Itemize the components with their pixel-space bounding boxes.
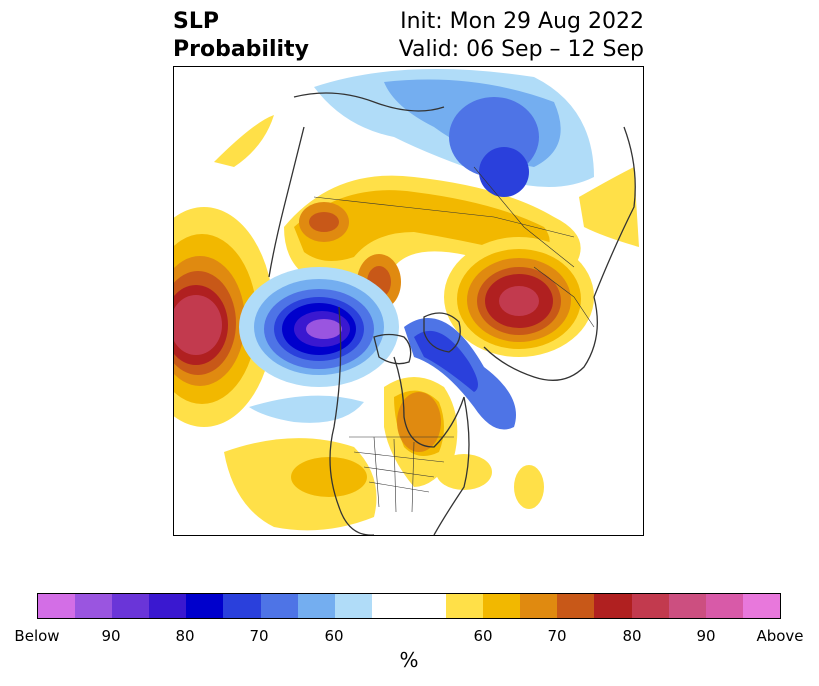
labrador-low-core [414,330,478,392]
colorbar-tick-label: 80 [622,627,642,645]
colorbar-cell [408,594,447,618]
border-asia [313,196,575,238]
far-pacific-patch [214,115,274,167]
colorbar-tick-label: Above [756,627,804,645]
bering-low-edge [249,395,364,423]
colorbar-tick-label: 90 [696,627,716,645]
colorbar-cell [742,594,780,618]
colorbar-tick-label: 60 [324,627,344,645]
map-canvas [174,69,639,535]
valid-date-label: Valid: 06 Sep – 12 Sep [398,37,644,62]
colorbar-tick-label: Below [14,627,60,645]
country-borders [313,166,595,513]
colorbar-cell [483,594,521,618]
borders-europe [533,266,595,328]
title-line-1: SLP [173,9,219,34]
colorbar-tick-label: 90 [101,627,121,645]
border-russia [473,166,575,268]
us-west-high-2 [291,457,367,497]
below-normal-regions [239,69,594,430]
colorbar-tick-label: 70 [249,627,269,645]
borders-us-states-vertical [373,436,415,513]
colorbar-cell [520,594,558,618]
date-info: Init: Mon 29 Aug 2022 Valid: 06 Sep – 12… [399,8,644,64]
colorbar-tick-label: 70 [547,627,567,645]
coastline-na-west [329,306,374,535]
colorbar-cell [446,594,484,618]
map-title: SLP Probability [173,8,309,64]
europe-high-6 [499,286,539,316]
colorbar-cell [186,594,224,618]
colorbar [37,593,781,619]
coastline-asia-east [268,126,305,278]
colorbar-cell [297,594,335,618]
colorbar-cell [705,594,743,618]
colorbar-cell [75,594,113,618]
coastline-eurasia-west [593,126,636,298]
coastline-arctic-islands [373,333,412,365]
atlantic-patch-2 [436,454,492,490]
colorbar-cell [371,594,409,618]
pacific-high-6 [174,295,222,355]
coastline-siberia-north [293,92,445,112]
colorbar-tick-label: 60 [473,627,493,645]
colorbar-cell [149,594,187,618]
alaska-low-core [306,319,342,339]
above-normal-regions [174,115,639,531]
coastline-na-east [433,396,470,535]
colorbar-cell [557,594,595,618]
coastlines [268,92,636,535]
colorbar-cell [112,594,150,618]
siberia-high-4 [309,212,339,232]
coastline-hudson [393,356,465,448]
colorbar-unit: % [399,648,419,672]
coastline-greenland [423,312,461,353]
coastline-europe [483,296,598,381]
colorbar-cell [334,594,372,618]
colorbar-cell [668,594,706,618]
colorbar-cell [594,594,632,618]
init-date-label: Init: Mon 29 Aug 2022 [400,9,644,34]
colorbar-cell [223,594,261,618]
russia-low-core [479,147,529,197]
colorbar-cell [260,594,298,618]
colorbar-cell [38,594,76,618]
colorbar-tick-label: 80 [175,627,195,645]
colorbar-cell [631,594,669,618]
atlantic-patch [514,465,544,509]
borders-us-states [353,451,445,493]
title-line-2: Probability [173,37,309,62]
probability-map [173,66,644,536]
